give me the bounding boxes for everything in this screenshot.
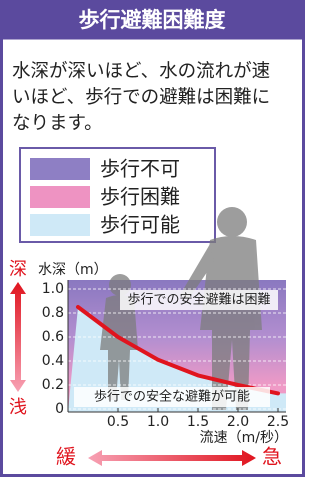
description: 水深が深いほど、水の流れが速 <box>12 61 270 82</box>
legend-label: 歩行困難 <box>100 185 180 209</box>
infographic: 歩行避難困難度 水深が深いほど、水の流れが速 いほど、歩行での避難は困難に なり… <box>0 0 305 477</box>
y-tick-label: 0.2 <box>42 377 64 393</box>
y-tick-label: 0.6 <box>42 329 64 345</box>
deep-label: 深 <box>9 259 27 280</box>
slow-label: 緩 <box>56 445 76 469</box>
region-label: 歩行での安全避難は困難 <box>127 292 270 308</box>
adult-head <box>217 207 247 237</box>
page: {"chart_data": {"type": "line", "title":… <box>0 0 320 477</box>
title: 歩行避難困難度 <box>79 8 226 32</box>
y-tick-label: 0 <box>55 401 64 417</box>
y-tick-label: 1.0 <box>42 281 64 297</box>
y-tick-label: 0.8 <box>42 305 64 321</box>
legend-swatch <box>30 214 90 236</box>
legend-swatch <box>30 186 90 208</box>
y-axis-label: 水深（m） <box>38 262 108 278</box>
x-tick-label: 1.5 <box>187 414 209 430</box>
description: なります。 <box>12 113 103 134</box>
x-tick-label: 2.5 <box>267 414 289 430</box>
legend-swatch <box>30 158 90 180</box>
x-tick-label: 0.5 <box>107 414 129 430</box>
fast-label: 急 <box>262 445 282 469</box>
shallow-label: 浅 <box>9 397 27 418</box>
x-tick-label: 2.0 <box>227 414 249 430</box>
x-tick-label: 1.0 <box>147 414 169 430</box>
legend-label: 歩行不可 <box>100 157 180 181</box>
description: いほど、歩行での避難は困難に <box>12 87 270 108</box>
y-tick-label: 0.4 <box>42 353 64 369</box>
legend-label: 歩行可能 <box>100 213 180 237</box>
region-label: 歩行での安全な避難が可能 <box>94 389 250 405</box>
